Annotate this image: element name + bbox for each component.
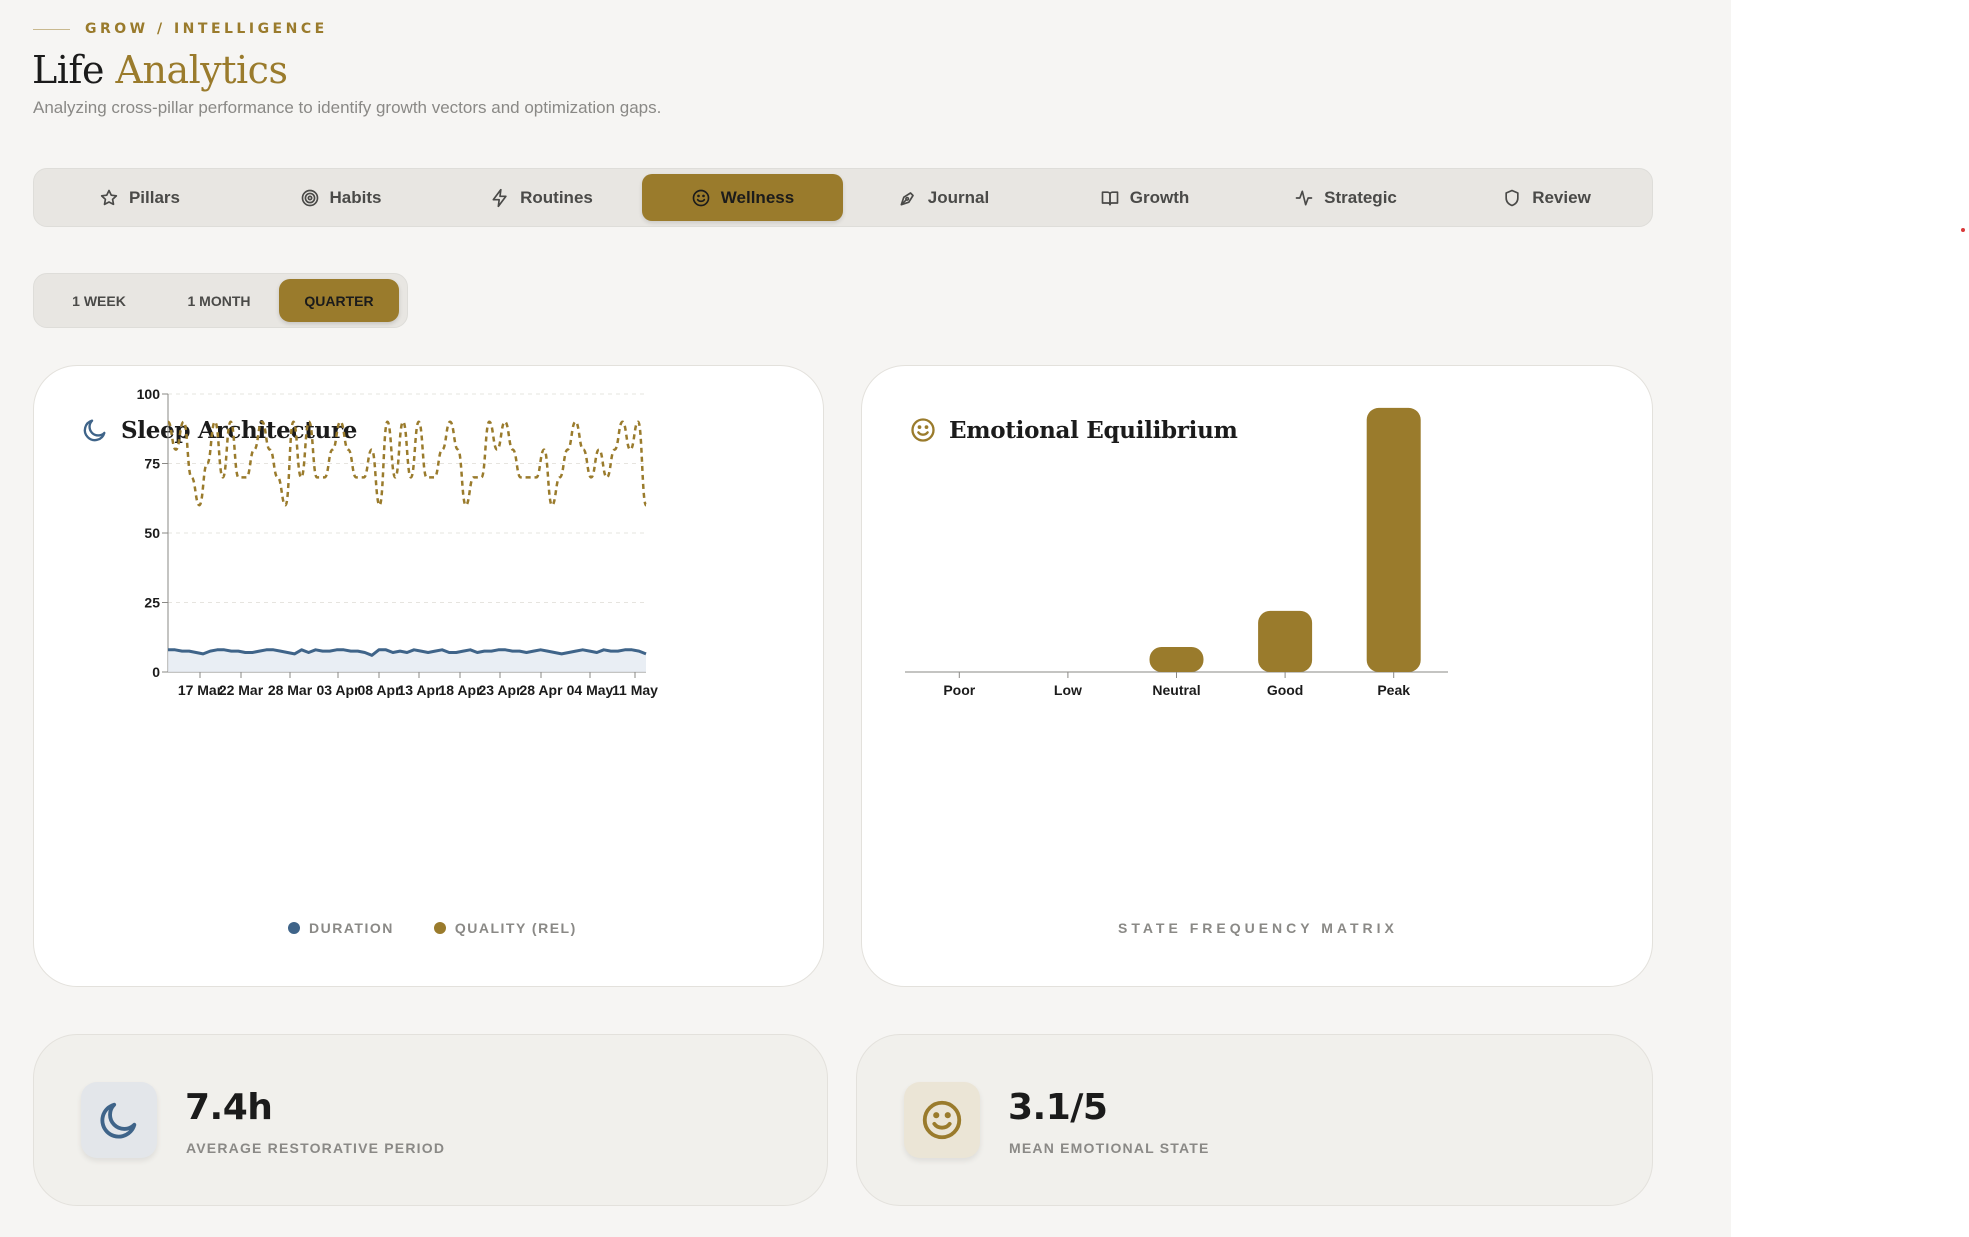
activity-icon (1295, 190, 1313, 205)
emotional-equilibrium-card: Emotional Equilibrium Poor Low Neutral Good… (861, 365, 1653, 987)
cursor-dot (1961, 228, 1965, 232)
sleep-card-title: Sleep Architecture (81, 416, 357, 444)
x-tick-label: Peak (1377, 682, 1410, 698)
y-tick-label: 50 (144, 525, 160, 541)
eyebrow: GROW / INTELLIGENCE (33, 21, 328, 37)
shield-icon (1505, 189, 1519, 206)
x-tick-label: 17 Mar (178, 682, 223, 698)
x-tick-label: 23 Apr (478, 682, 522, 698)
bar-good (1258, 610, 1313, 672)
x-tick-label: 28 Mar (268, 682, 313, 698)
duration-area (168, 649, 646, 672)
legend-dot-duration (288, 922, 300, 934)
range-quarter[interactable]: QUARTER (279, 279, 399, 322)
x-tick-label: 28 Apr (519, 682, 563, 698)
stat-label-emotion: MEAN EMOTIONAL STATE (1009, 1140, 1210, 1156)
stat-icon-box-emotion (904, 1082, 980, 1158)
duration-line (168, 648, 647, 657)
stat-card-emotion: 3.1/5 MEAN EMOTIONAL STATE (856, 1034, 1653, 1206)
tab-routines[interactable]: Routines (441, 174, 642, 221)
tab-review[interactable]: Review (1446, 174, 1647, 221)
x-tick-label: 03 Apr (316, 682, 360, 698)
x-tick-label: 04 May (567, 682, 614, 698)
x-tick-label: Poor (943, 682, 975, 698)
stat-value-emotion: 3.1/5 (1008, 1087, 1108, 1128)
tab-label: Routines (520, 187, 593, 207)
range-1-month[interactable]: 1 MONTH (187, 292, 251, 309)
lightning-icon (492, 188, 507, 207)
time-range-selector: 1 WEEK 1 MONTH QUARTER (33, 273, 408, 328)
y-tick-label: 0 (152, 664, 160, 680)
bar-peak (1366, 407, 1421, 672)
range-1-week[interactable]: 1 WEEK (72, 292, 126, 309)
tab-pillars[interactable]: Pillars (39, 174, 240, 221)
tab-label: Journal (927, 187, 990, 207)
tab-label: Strategic (1324, 187, 1397, 207)
stat-card-sleep: 7.4h AVERAGE RESTORATIVE PERIOD (33, 1034, 828, 1206)
emotion-card-title-text: Emotional Equilibrium (949, 416, 1238, 444)
legend-label-quality: QUALITY (REL) (454, 920, 577, 936)
legend-label-duration: DURATION (309, 920, 394, 936)
emotion-chart: Poor Low Neutral Good Peak (905, 407, 1448, 698)
page-subtitle: Analyzing cross-pillar performance to id… (33, 98, 662, 117)
stat-value-sleep: 7.4h (185, 1087, 273, 1128)
stat-label-sleep: AVERAGE RESTORATIVE PERIOD (186, 1140, 446, 1156)
section-tabs: Pillars Habits Routines Wellness Journal… (33, 168, 1653, 227)
bar-neutral (1149, 646, 1204, 672)
tab-wellness[interactable]: Wellness (642, 174, 843, 221)
moon-icon (100, 1102, 137, 1139)
legend-dot-quality (433, 922, 446, 934)
page-title: Life Analytics (32, 48, 288, 92)
sleep-card-title-text: Sleep Architecture (121, 416, 358, 444)
y-tick-label: 25 (144, 595, 160, 611)
target-icon (301, 189, 318, 206)
y-tick-label: 100 (137, 386, 161, 402)
emotion-card-title: Emotional Equilibrium (909, 416, 1238, 444)
smile-icon (911, 418, 935, 442)
tab-label: Growth (1129, 187, 1190, 207)
quality-line (166, 420, 648, 507)
sleep-architecture-card: Sleep Architecture 0 25 50 75 100 17 Mar 22 Ma… (33, 365, 824, 987)
x-tick-label: 18 Apr (438, 682, 482, 698)
y-tick-label: 75 (144, 456, 160, 472)
legend-item-quality[interactable]: QUALITY (REL) (433, 920, 577, 936)
tab-label: Wellness (720, 187, 795, 207)
tab-label: Pillars (128, 187, 181, 207)
star-icon (100, 189, 118, 205)
x-tick-label: 22 Mar (219, 682, 264, 698)
x-tick-label: 08 Apr (357, 682, 401, 698)
x-tick-label: Low (1054, 682, 1082, 698)
page: GROW / INTELLIGENCE Life Analytics Analy… (0, 0, 1731, 1237)
book-icon (1101, 190, 1119, 205)
x-tick-label: 11 May (612, 682, 658, 698)
x-tick-label: 13 Apr (397, 682, 441, 698)
emotion-chart-caption: STATE FREQUENCY MATRIX (1118, 920, 1398, 936)
legend-item-duration[interactable]: DURATION (288, 920, 394, 936)
page-title-main: Life (32, 48, 104, 92)
tab-strategic[interactable]: Strategic (1245, 174, 1446, 221)
pen-icon (900, 191, 914, 205)
moon-icon (83, 419, 106, 442)
x-tick-label: Good (1267, 682, 1304, 698)
smile-icon (692, 189, 710, 206)
smile-icon (922, 1100, 962, 1140)
x-tick-label: Neutral (1152, 682, 1200, 698)
eyebrow-line (33, 28, 70, 30)
tab-label: Habits (329, 187, 382, 207)
eyebrow-text: GROW / INTELLIGENCE (85, 21, 328, 37)
tab-growth[interactable]: Growth (1044, 174, 1245, 221)
tab-label: Review (1532, 187, 1591, 207)
page-title-accent: Analytics (115, 48, 288, 92)
tab-habits[interactable]: Habits (240, 174, 441, 221)
sleep-chart-legend: DURATION QUALITY (REL) (288, 920, 577, 936)
stat-icon-box-sleep (81, 1082, 157, 1158)
tab-journal[interactable]: Journal (843, 174, 1044, 221)
